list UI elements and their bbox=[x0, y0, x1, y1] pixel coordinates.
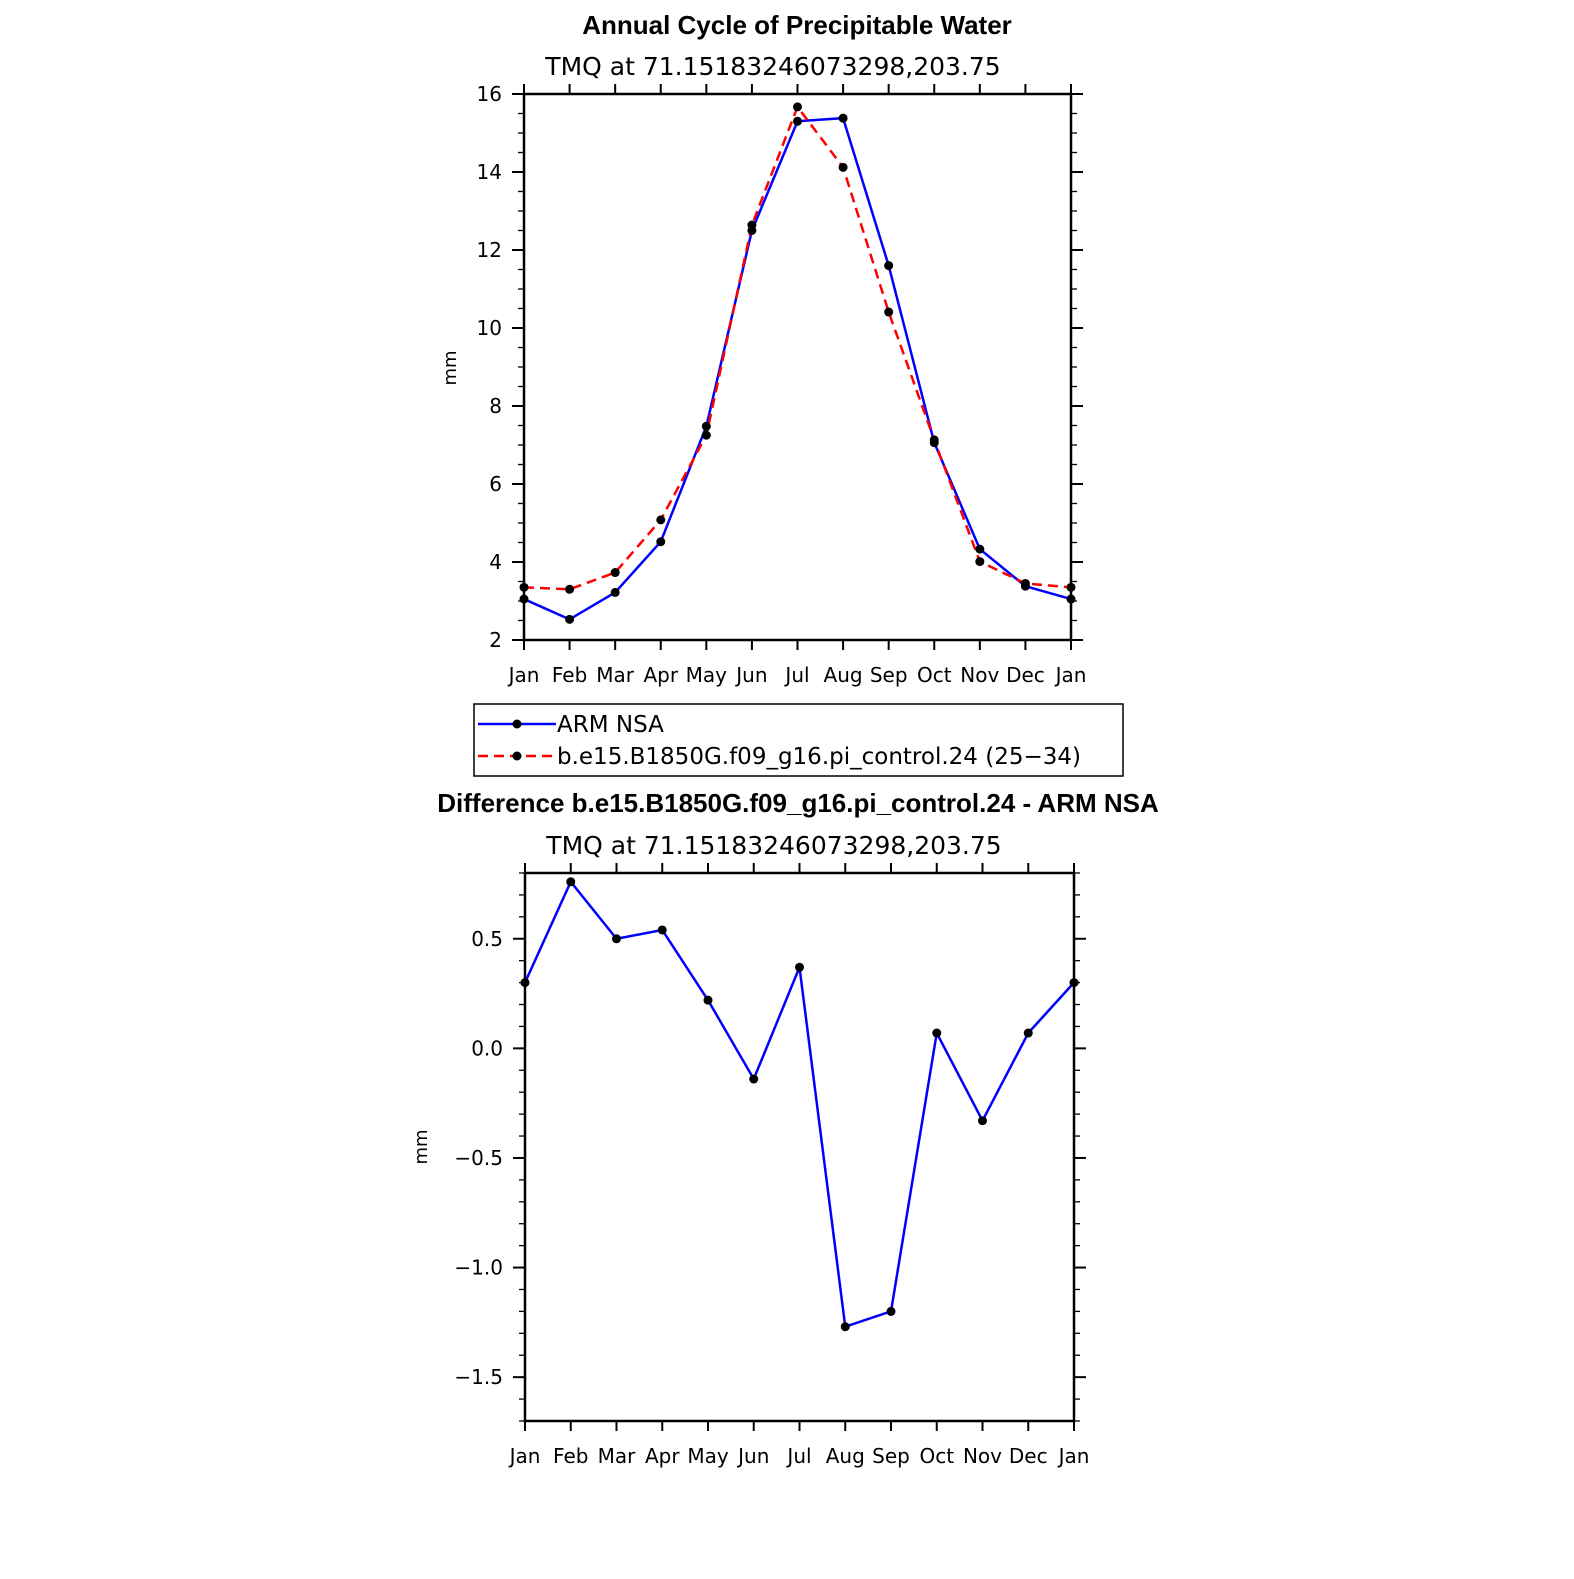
data-point bbox=[1020, 578, 1030, 588]
chart-title: Annual Cycle of Precipitable Water bbox=[582, 10, 1012, 40]
data-point bbox=[975, 544, 985, 554]
y-axis-label: mm bbox=[411, 1129, 432, 1164]
data-point bbox=[795, 962, 804, 972]
data-point bbox=[884, 307, 894, 317]
data-point bbox=[612, 934, 621, 944]
x-tick-label: Feb bbox=[553, 1444, 588, 1468]
data-point bbox=[886, 1306, 896, 1316]
x-tick-label: Jul bbox=[785, 1444, 811, 1468]
x-tick-label: Jul bbox=[783, 663, 809, 687]
data-point bbox=[703, 995, 713, 1005]
x-tick-label: Apr bbox=[645, 1444, 680, 1468]
legend-label-arm-nsa: ARM NSA bbox=[557, 712, 664, 738]
legend-label-model: b.e15.B1850G.f09_g16.pi_control.24 (25−3… bbox=[557, 744, 1081, 770]
chart-title: Difference b.e15.B1850G.f09_g16.pi_contr… bbox=[437, 788, 1159, 818]
x-tick-label: Jan bbox=[1054, 663, 1087, 687]
data-point bbox=[657, 925, 667, 935]
y-tick-label: 10 bbox=[477, 316, 502, 340]
x-tick-label: Oct bbox=[917, 663, 952, 687]
legend: ARM NSA b.e15.B1850G.f09_g16.pi_control.… bbox=[473, 703, 1124, 777]
y-tick-label: −1.0 bbox=[454, 1256, 503, 1280]
data-point bbox=[932, 1028, 942, 1038]
series-line-0 bbox=[523, 880, 1075, 1328]
data-point bbox=[929, 435, 939, 445]
data-point bbox=[519, 582, 529, 592]
data-point bbox=[884, 261, 894, 271]
x-tick-label: Jan bbox=[508, 1444, 541, 1468]
series-line-1 bbox=[523, 105, 1072, 591]
chart-subtitle: TMQ at 71.15183246073298,203.75 bbox=[544, 52, 1000, 81]
series-line-0 bbox=[523, 116, 1072, 621]
plot-frame bbox=[523, 871, 1076, 1423]
annual-cycle-panel: Annual Cycle of Precipitable Water TMQ a… bbox=[440, 10, 1086, 687]
x-tick-label: Sep bbox=[870, 663, 908, 687]
x-tick-label: Jan bbox=[1057, 1444, 1090, 1468]
x-tick-label: Oct bbox=[919, 1444, 954, 1468]
data-point bbox=[793, 102, 802, 112]
y-tick-label: 6 bbox=[489, 472, 502, 496]
x-tick-label: May bbox=[686, 663, 728, 687]
x-tick-label: Sep bbox=[872, 1444, 910, 1468]
y-tick-label: 16 bbox=[477, 82, 502, 106]
y-tick-label: −1.5 bbox=[454, 1365, 503, 1389]
difference-panel: Difference b.e15.B1850G.f09_g16.pi_contr… bbox=[411, 788, 1159, 1468]
data-point bbox=[838, 113, 848, 123]
y-tick-label: 4 bbox=[489, 550, 502, 574]
x-tick-label: Mar bbox=[598, 1444, 637, 1468]
data-point bbox=[1069, 978, 1079, 988]
x-tick-label: Jun bbox=[736, 1444, 769, 1468]
chart-subtitle: TMQ at 71.15183246073298,203.75 bbox=[545, 831, 1001, 860]
x-tick-label: Feb bbox=[552, 663, 587, 687]
data-point bbox=[656, 515, 666, 525]
x-tick-label: Jan bbox=[507, 663, 540, 687]
x-tick-label: Aug bbox=[824, 663, 863, 687]
x-tick-label: May bbox=[687, 1444, 729, 1468]
y-tick-label: 8 bbox=[489, 394, 502, 418]
data-point bbox=[565, 614, 575, 624]
y-tick-label: 2 bbox=[489, 628, 502, 652]
data-point bbox=[975, 557, 985, 567]
data-point bbox=[793, 116, 802, 126]
data-point bbox=[701, 430, 711, 440]
legend-marker-model bbox=[512, 751, 522, 761]
data-point bbox=[566, 877, 576, 887]
legend-box bbox=[473, 703, 1124, 777]
data-point bbox=[565, 584, 575, 594]
y-tick-label: 0.0 bbox=[471, 1036, 503, 1060]
y-tick-label: 0.5 bbox=[471, 927, 503, 951]
data-point bbox=[610, 568, 620, 578]
data-point bbox=[656, 537, 666, 547]
x-tick-label: Aug bbox=[826, 1444, 865, 1468]
data-point bbox=[749, 1074, 759, 1084]
x-tick-label: Nov bbox=[963, 1444, 1002, 1468]
data-point bbox=[978, 1116, 987, 1126]
data-point bbox=[1066, 582, 1076, 592]
data-point bbox=[701, 421, 711, 431]
data-point bbox=[838, 162, 848, 172]
x-tick-label: Mar bbox=[596, 663, 635, 687]
data-point bbox=[610, 587, 620, 597]
legend-marker-arm-nsa bbox=[512, 719, 522, 729]
x-tick-label: Nov bbox=[960, 663, 999, 687]
y-tick-label: −0.5 bbox=[454, 1146, 503, 1170]
x-tick-label: Apr bbox=[643, 663, 678, 687]
x-tick-label: Jun bbox=[734, 663, 767, 687]
x-tick-label: Dec bbox=[1009, 1444, 1048, 1468]
data-point bbox=[1066, 594, 1076, 604]
y-axis-label: mm bbox=[440, 350, 461, 385]
data-point bbox=[520, 978, 530, 988]
data-point bbox=[1023, 1028, 1033, 1038]
y-tick-label: 14 bbox=[477, 160, 502, 184]
y-tick-label: 12 bbox=[477, 238, 502, 262]
x-tick-label: Dec bbox=[1006, 663, 1045, 687]
data-point bbox=[747, 220, 757, 230]
data-point bbox=[519, 594, 529, 604]
data-point bbox=[840, 1322, 850, 1332]
